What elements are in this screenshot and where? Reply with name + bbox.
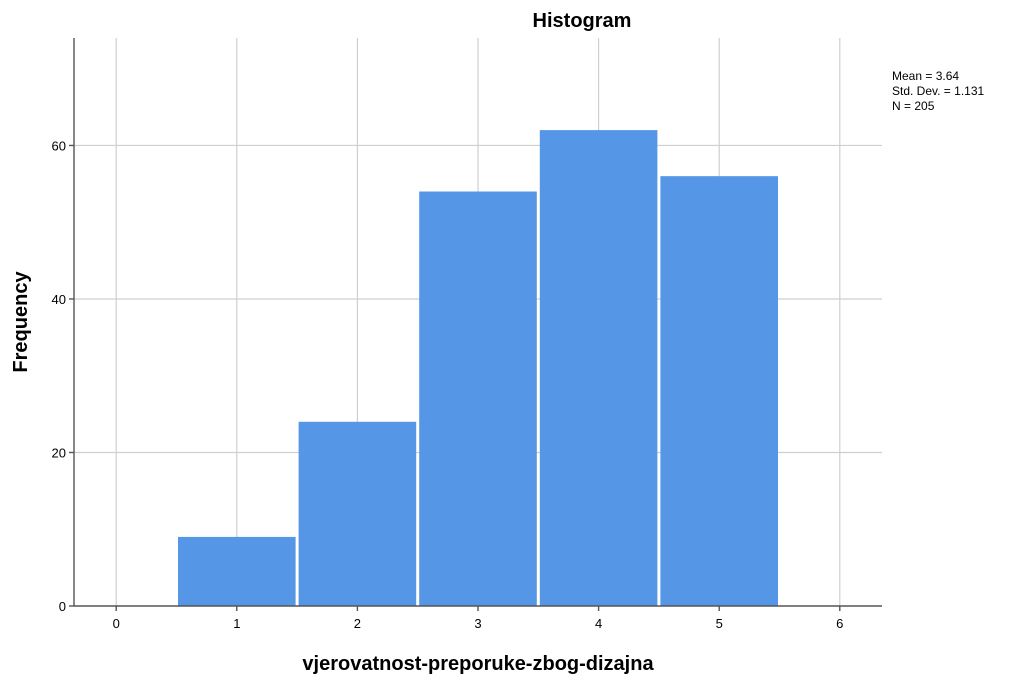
histogram-bar	[539, 130, 658, 607]
chart-title: Histogram	[533, 10, 632, 32]
x-tick-label: 5	[716, 616, 723, 631]
y-tick-label: 60	[52, 138, 66, 153]
y-axis-title: Frequency	[10, 271, 32, 373]
histogram-bar	[419, 191, 537, 606]
stats-mean: Mean = 3.64	[892, 69, 959, 83]
histogram-bar	[298, 421, 417, 606]
y-tick-label: 0	[59, 599, 66, 614]
y-tick-label: 40	[52, 292, 66, 307]
x-tick-label: 4	[595, 616, 602, 631]
x-tick-label: 2	[354, 616, 361, 631]
axes	[69, 38, 882, 611]
x-tick-label: 3	[474, 616, 481, 631]
y-tick-label: 20	[52, 445, 66, 460]
stats-n: N = 205	[892, 99, 935, 113]
x-axis-title: vjerovatnost-preporuke-zbog-dizajna	[302, 653, 654, 675]
histogram-bar	[660, 176, 778, 606]
x-tick-label: 6	[836, 616, 843, 631]
bars	[178, 130, 778, 607]
stats-std-dev: Std. Dev. = 1.131	[892, 84, 984, 98]
x-tick-label: 1	[233, 616, 240, 631]
histogram-bar	[178, 536, 296, 606]
x-tick-label: 0	[113, 616, 120, 631]
